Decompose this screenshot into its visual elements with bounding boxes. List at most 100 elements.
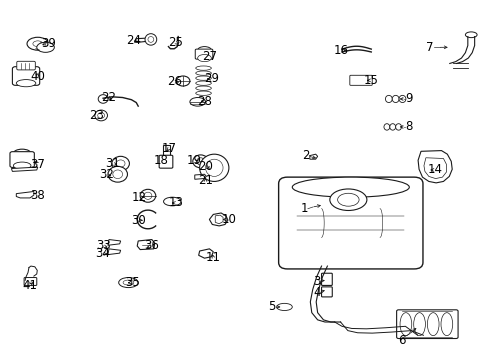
Text: 15: 15 [363, 74, 378, 87]
Text: 33: 33 [96, 239, 110, 252]
Ellipse shape [365, 77, 370, 84]
Text: 8: 8 [405, 121, 412, 134]
Polygon shape [16, 192, 34, 198]
Ellipse shape [140, 189, 156, 202]
Text: 31: 31 [105, 157, 120, 170]
Ellipse shape [355, 77, 360, 84]
Ellipse shape [205, 159, 223, 176]
Text: 19: 19 [186, 154, 201, 167]
Text: 14: 14 [427, 163, 442, 176]
Ellipse shape [398, 95, 405, 103]
Ellipse shape [113, 170, 122, 179]
Text: 40: 40 [30, 69, 45, 82]
Polygon shape [198, 249, 213, 258]
Ellipse shape [360, 77, 365, 84]
FancyBboxPatch shape [396, 310, 457, 338]
Bar [162, 145, 170, 156]
FancyBboxPatch shape [321, 287, 331, 297]
Ellipse shape [197, 54, 211, 62]
Polygon shape [108, 239, 121, 245]
Polygon shape [309, 154, 317, 159]
Ellipse shape [395, 124, 401, 130]
Ellipse shape [163, 197, 181, 206]
Text: 12: 12 [132, 191, 147, 204]
Ellipse shape [413, 313, 425, 336]
Ellipse shape [16, 80, 36, 87]
Polygon shape [135, 38, 151, 42]
FancyBboxPatch shape [349, 75, 371, 85]
Text: 11: 11 [205, 251, 221, 264]
Text: 2: 2 [301, 149, 308, 162]
Ellipse shape [383, 124, 389, 130]
Text: 26: 26 [166, 75, 182, 88]
Ellipse shape [192, 155, 208, 168]
Text: 23: 23 [89, 109, 103, 122]
Text: 6: 6 [397, 334, 405, 347]
Text: 34: 34 [96, 247, 110, 260]
Text: 38: 38 [30, 189, 45, 202]
Ellipse shape [465, 32, 476, 38]
Ellipse shape [16, 65, 36, 72]
Ellipse shape [95, 110, 107, 121]
Text: 41: 41 [22, 279, 38, 292]
Text: 25: 25 [167, 36, 183, 49]
Polygon shape [194, 174, 206, 179]
Text: 32: 32 [100, 168, 114, 181]
Ellipse shape [276, 303, 292, 311]
Polygon shape [423, 158, 446, 179]
Ellipse shape [145, 34, 157, 45]
Text: 4: 4 [312, 286, 320, 299]
FancyBboxPatch shape [12, 67, 40, 85]
Text: 9: 9 [405, 93, 412, 105]
Ellipse shape [427, 313, 438, 336]
Text: 20: 20 [198, 160, 212, 173]
Text: 36: 36 [144, 239, 159, 252]
Text: 21: 21 [198, 174, 213, 186]
Ellipse shape [195, 91, 211, 95]
Text: 1: 1 [300, 202, 307, 215]
Text: 27: 27 [202, 50, 217, 63]
Text: 39: 39 [41, 36, 56, 50]
Text: 35: 35 [125, 276, 140, 289]
Text: 28: 28 [197, 95, 211, 108]
Polygon shape [137, 239, 155, 249]
Ellipse shape [196, 158, 204, 165]
Ellipse shape [329, 189, 366, 211]
Text: 10: 10 [221, 213, 236, 226]
Ellipse shape [13, 162, 31, 169]
Polygon shape [108, 249, 121, 255]
Text: 22: 22 [101, 91, 116, 104]
Ellipse shape [123, 280, 134, 285]
Ellipse shape [116, 160, 125, 167]
Text: 17: 17 [161, 142, 176, 155]
FancyBboxPatch shape [17, 61, 35, 70]
Ellipse shape [337, 193, 358, 206]
Text: 30: 30 [131, 214, 145, 227]
Ellipse shape [176, 76, 189, 86]
Polygon shape [209, 213, 227, 226]
FancyBboxPatch shape [195, 49, 212, 59]
Polygon shape [417, 150, 451, 183]
Ellipse shape [385, 95, 391, 103]
Ellipse shape [195, 86, 211, 90]
Text: 29: 29 [203, 72, 219, 85]
Text: 5: 5 [268, 301, 275, 314]
Ellipse shape [119, 278, 138, 288]
Ellipse shape [292, 177, 408, 197]
Ellipse shape [440, 313, 452, 336]
Ellipse shape [391, 95, 398, 103]
Text: 13: 13 [168, 197, 183, 210]
Ellipse shape [195, 66, 211, 70]
Ellipse shape [27, 37, 48, 50]
Ellipse shape [98, 113, 104, 118]
Ellipse shape [199, 154, 228, 181]
FancyBboxPatch shape [278, 177, 422, 269]
Ellipse shape [350, 77, 355, 84]
Ellipse shape [195, 81, 211, 85]
Ellipse shape [37, 42, 54, 52]
Text: 3: 3 [312, 275, 320, 288]
Ellipse shape [399, 313, 411, 336]
Ellipse shape [195, 71, 211, 75]
Text: 24: 24 [125, 34, 141, 48]
FancyBboxPatch shape [24, 278, 37, 285]
